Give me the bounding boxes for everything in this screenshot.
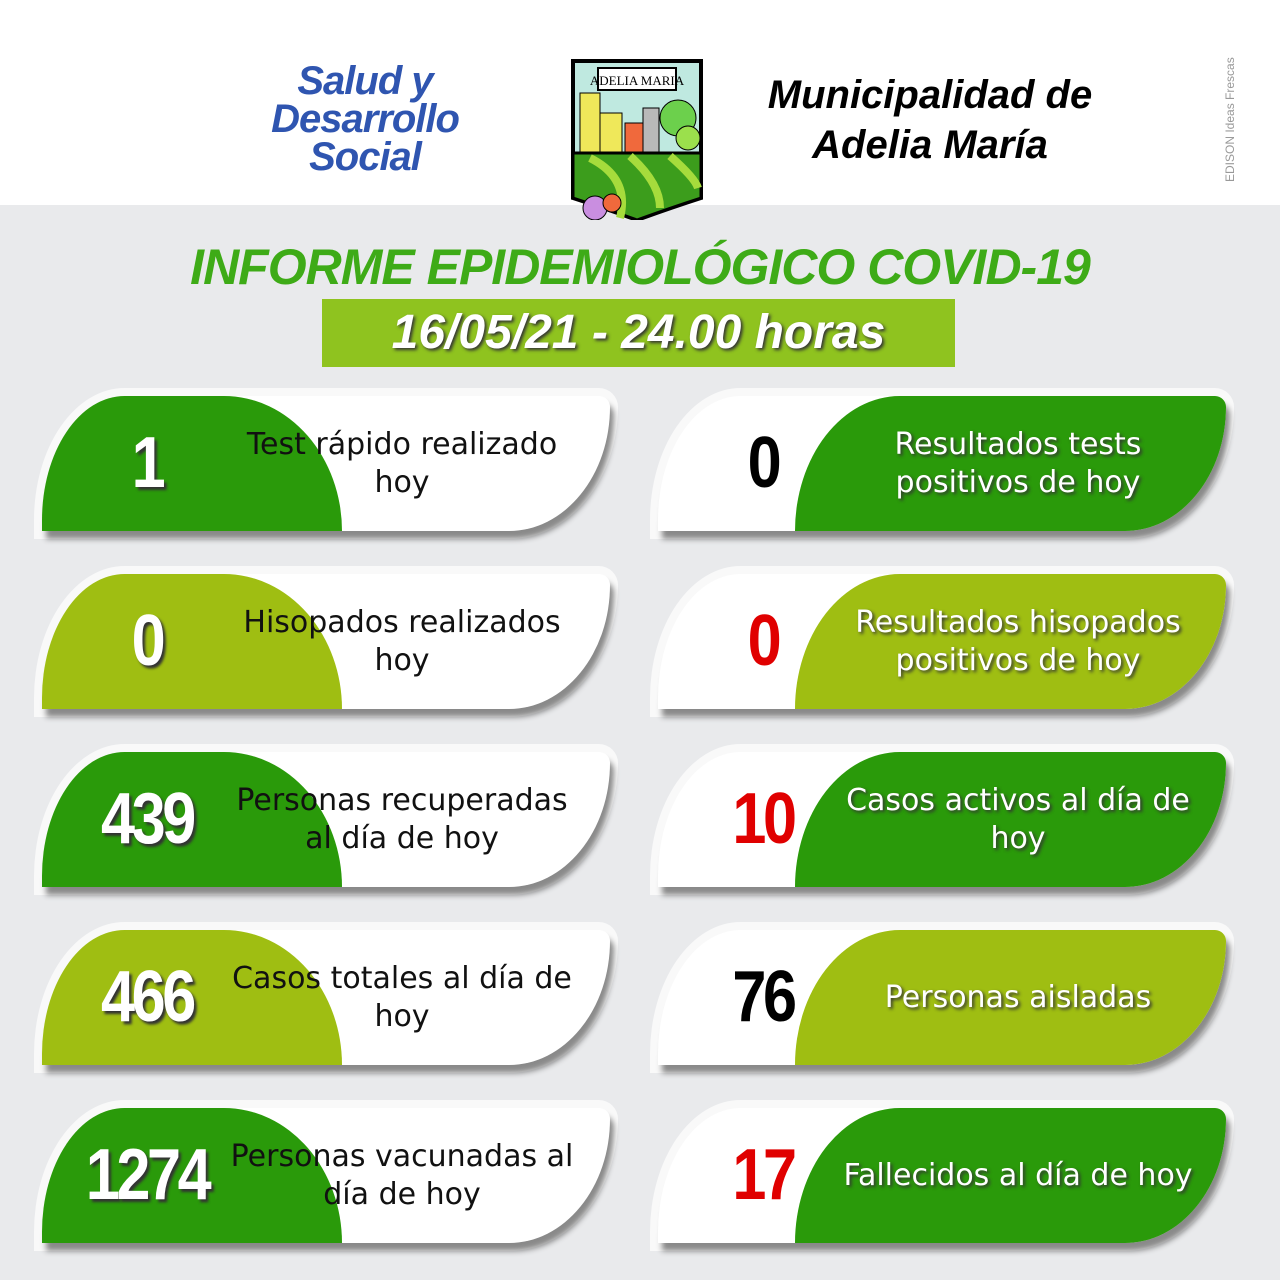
stat-value: 0 — [747, 601, 782, 681]
card-color-band — [795, 752, 1226, 887]
municipal-shield-logo: ADELIA MARIA — [571, 59, 703, 220]
municipality-name: Municipalidad de Adelia María — [767, 73, 1093, 167]
stat-card: 1 Test rápido realizado hoy — [42, 396, 610, 531]
stat-value: 76 — [732, 957, 797, 1037]
card-color-band — [795, 930, 1226, 1065]
svg-text:ADELIA MARIA: ADELIA MARIA — [590, 73, 685, 88]
stat-card: 1274 Personas vacunadas al día de hoy — [42, 1108, 610, 1243]
stat-value: 0 — [131, 601, 166, 681]
stat-card: 17 Fallecidos al día de hoy — [658, 1108, 1226, 1243]
stat-value: 1 — [131, 423, 166, 503]
stat-value: 466 — [101, 957, 196, 1037]
card-color-band — [795, 1108, 1226, 1243]
stat-value: 0 — [747, 423, 782, 503]
stat-label: Resultados hisopados positivos de hoy — [855, 604, 1181, 678]
card-color-band — [795, 396, 1226, 531]
stat-card: 0 Hisopados realizados hoy — [42, 574, 610, 709]
stat-card: 10 Casos activos al día de hoy — [658, 752, 1226, 887]
stat-label: Fallecidos al día de hoy — [843, 1157, 1193, 1193]
stat-label: Personas aisladas — [884, 979, 1152, 1015]
stat-label: Casos totales al día de hoy — [232, 960, 572, 1034]
stat-card: 0 Resultados tests positivos de hoy — [658, 396, 1226, 531]
stat-label: Personas recuperadas al día de hoy — [236, 782, 568, 856]
stat-value: 10 — [732, 779, 797, 859]
stat-value: 1274 — [85, 1135, 212, 1215]
stat-label: Hisopados realizados hoy — [243, 604, 561, 678]
report-date: 16/05/21 - 24.00 horas — [322, 299, 955, 367]
stat-card: 439 Personas recuperadas al día de hoy — [42, 752, 610, 887]
header: Salud y Desarrollo Social ADELIA MARIA M… — [0, 0, 1280, 220]
card-color-band — [795, 574, 1226, 709]
stat-card: 466 Casos totales al día de hoy — [42, 930, 610, 1065]
stat-label: Personas vacunadas al día de hoy — [230, 1138, 574, 1212]
designer-credit: EDISON Ideas Frescas — [1223, 57, 1237, 182]
stat-label: Test rápido realizado hoy — [246, 426, 558, 500]
stat-label: Resultados tests positivos de hoy — [894, 426, 1142, 500]
stat-label: Casos activos al día de hoy — [846, 782, 1190, 856]
stat-card: 76 Personas aisladas — [658, 930, 1226, 1065]
stat-value: 439 — [101, 779, 196, 859]
report-title: INFORME EPIDEMIOLÓGICO COVID-19 — [190, 239, 1091, 295]
salud-logo-text: Salud y Desarrollo Social — [271, 59, 460, 179]
stat-value: 17 — [732, 1135, 797, 1215]
stat-card: 0 Resultados hisopados positivos de hoy — [658, 574, 1226, 709]
